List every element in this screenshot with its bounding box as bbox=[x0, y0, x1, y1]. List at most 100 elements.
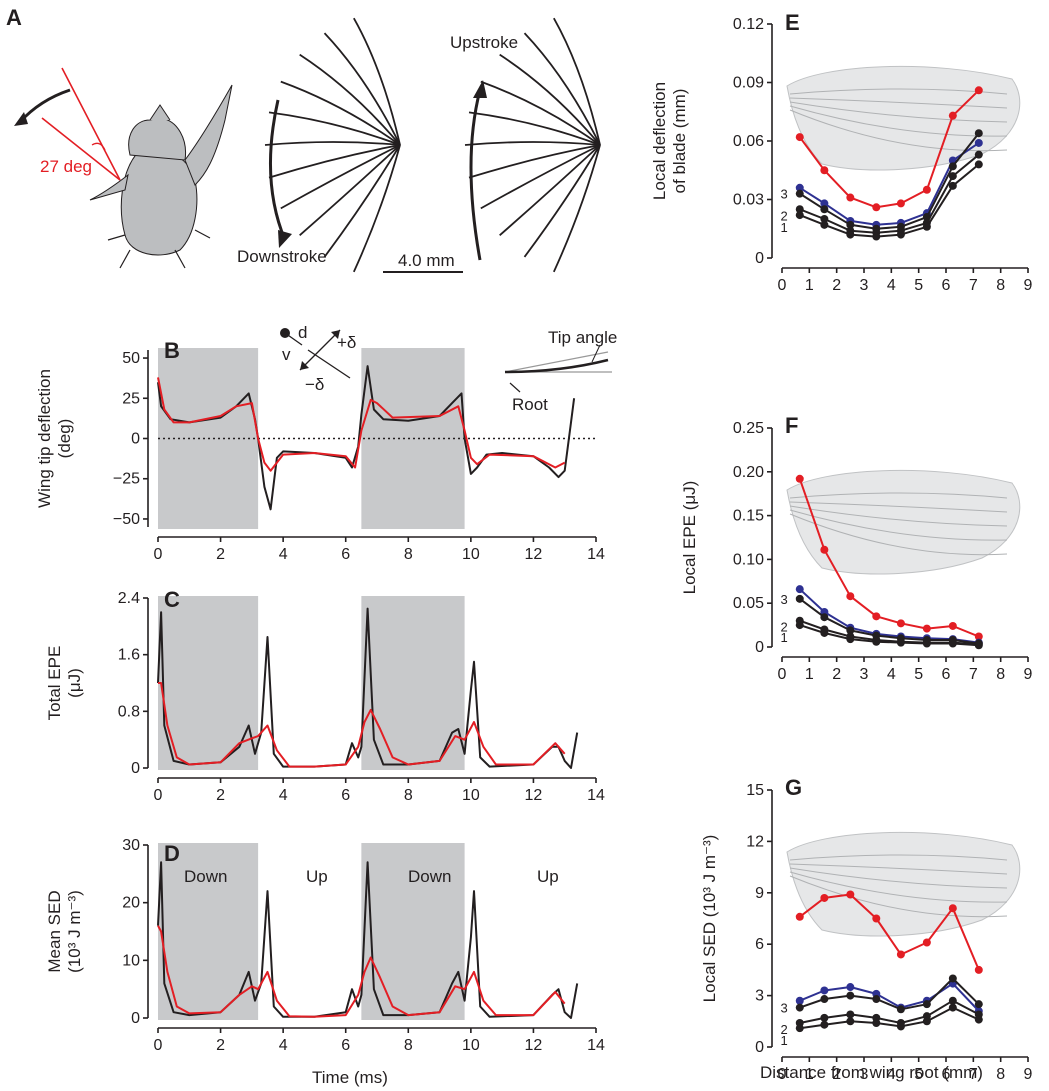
series-label: 1 bbox=[781, 1033, 788, 1048]
wing-vein bbox=[789, 854, 1008, 861]
x-tick-label: 8 bbox=[404, 1037, 413, 1054]
series-label: 2 bbox=[781, 620, 788, 635]
x-tick-label: 8 bbox=[996, 277, 1005, 294]
data-point bbox=[795, 585, 804, 594]
y-tick-label: 0 bbox=[131, 431, 140, 448]
fly-body bbox=[89, 84, 233, 269]
y-axis-label: (10³ J m⁻³) bbox=[65, 890, 84, 973]
x-tick-label: 3 bbox=[860, 1066, 869, 1083]
x-tick-label: 6 bbox=[942, 1066, 951, 1083]
panel-letter-a: A bbox=[6, 5, 22, 30]
data-point bbox=[846, 626, 855, 635]
series-label: 1 bbox=[781, 630, 788, 645]
data-point bbox=[872, 612, 881, 621]
data-point bbox=[974, 86, 983, 95]
y-tick-label: 0.03 bbox=[733, 192, 764, 209]
wing-position-line bbox=[353, 144, 401, 273]
data-point bbox=[896, 950, 905, 959]
x-tick-label: 7 bbox=[969, 666, 978, 683]
data-point bbox=[795, 621, 804, 630]
data-point bbox=[795, 189, 804, 198]
y-axis-label: Total EPE bbox=[45, 646, 64, 721]
x-tick-label: 0 bbox=[778, 277, 787, 294]
phase-labels: Down Up Down Up bbox=[184, 867, 559, 886]
wing-position-line bbox=[523, 144, 601, 258]
phase-label-up-2: Up bbox=[537, 867, 559, 886]
y-tick-label: 0.12 bbox=[733, 16, 764, 33]
x-tick-label: 5 bbox=[914, 1066, 923, 1083]
wing-vein bbox=[789, 863, 1008, 875]
panel-a-schematic: A 27 deg Downstroke Upstroke 4.0 mm bbox=[6, 5, 601, 273]
wing-position-line bbox=[299, 53, 401, 146]
data-point bbox=[948, 172, 957, 181]
series-line-black-4 bbox=[799, 1006, 980, 1030]
x-tick-label: 12 bbox=[525, 787, 543, 804]
angle-indicator: 27 deg bbox=[14, 67, 121, 181]
x-tick-label: 4 bbox=[279, 787, 288, 804]
y-tick-label: 0.15 bbox=[733, 508, 764, 525]
data-point bbox=[820, 199, 829, 208]
data-point bbox=[922, 1000, 931, 1009]
wing-image bbox=[786, 469, 1021, 575]
x-tick-label: 6 bbox=[942, 277, 951, 294]
data-point bbox=[795, 133, 804, 142]
x-tick-label: 9 bbox=[1024, 277, 1033, 294]
series-line-red-1 bbox=[157, 925, 566, 1018]
data-point bbox=[820, 215, 829, 223]
wing-position-line bbox=[553, 144, 601, 273]
x-tick-label: 1 bbox=[805, 1066, 814, 1083]
panel-letter-f: F bbox=[785, 413, 798, 438]
angle-label: 27 deg bbox=[40, 157, 92, 176]
data-point bbox=[872, 1019, 881, 1028]
data-point bbox=[896, 1005, 905, 1014]
y-tick-label: 2.4 bbox=[118, 590, 140, 607]
data-point bbox=[974, 150, 983, 159]
data-point bbox=[872, 914, 881, 923]
data-point bbox=[974, 965, 983, 974]
data-point bbox=[948, 181, 957, 190]
panel-letter-e: E bbox=[785, 10, 800, 35]
data-point bbox=[795, 183, 804, 192]
x-tick-label: 4 bbox=[279, 546, 288, 563]
x-tick-label: 2 bbox=[832, 666, 841, 683]
y-tick-label: 0 bbox=[131, 760, 140, 777]
y-axis-label: Local SED (10³ J m⁻³) bbox=[700, 835, 719, 1003]
data-point bbox=[820, 995, 829, 1004]
downstroke-label: Downstroke bbox=[237, 247, 327, 266]
data-point bbox=[896, 1022, 905, 1031]
x-tick-label: 14 bbox=[587, 1037, 605, 1054]
x-tick-label: 1 bbox=[805, 666, 814, 683]
series-label: 3 bbox=[781, 592, 788, 607]
wing-vein bbox=[789, 875, 1008, 918]
data-point bbox=[795, 205, 804, 214]
y-axis-label: Wing tip deflection bbox=[35, 369, 54, 508]
x-tick-label: 8 bbox=[404, 546, 413, 563]
y-tick-label: 30 bbox=[122, 837, 140, 854]
phase-label-down-2: Down bbox=[408, 867, 451, 886]
series-line-black-2 bbox=[799, 977, 980, 1011]
downstroke-arrow bbox=[269, 99, 287, 241]
panel-letter-g: G bbox=[785, 775, 802, 800]
phase-label-up-1: Up bbox=[306, 867, 328, 886]
data-point bbox=[974, 160, 983, 169]
y-axis-label: Local deflection bbox=[650, 82, 669, 200]
y-tick-label: 0.09 bbox=[733, 75, 764, 92]
downstroke-fan bbox=[264, 17, 401, 273]
time-axis-label: Time (ms) bbox=[312, 1068, 388, 1087]
wing-position-line bbox=[264, 141, 401, 146]
x-tick-label: 9 bbox=[1024, 1066, 1033, 1083]
y-axis-label: Mean SED bbox=[45, 890, 64, 972]
wing-position-line bbox=[299, 144, 401, 237]
data-point bbox=[795, 1003, 804, 1012]
data-point bbox=[948, 996, 957, 1005]
y-tick-label: 9 bbox=[755, 885, 764, 902]
x-tick-label: 5 bbox=[914, 277, 923, 294]
x-tick-label: 14 bbox=[587, 546, 605, 563]
series-line-blue-1 bbox=[799, 588, 979, 644]
series-line-black-4 bbox=[799, 624, 979, 647]
x-tick-label: 4 bbox=[887, 277, 896, 294]
data-point bbox=[846, 983, 855, 992]
y-tick-label: 12 bbox=[746, 833, 764, 850]
